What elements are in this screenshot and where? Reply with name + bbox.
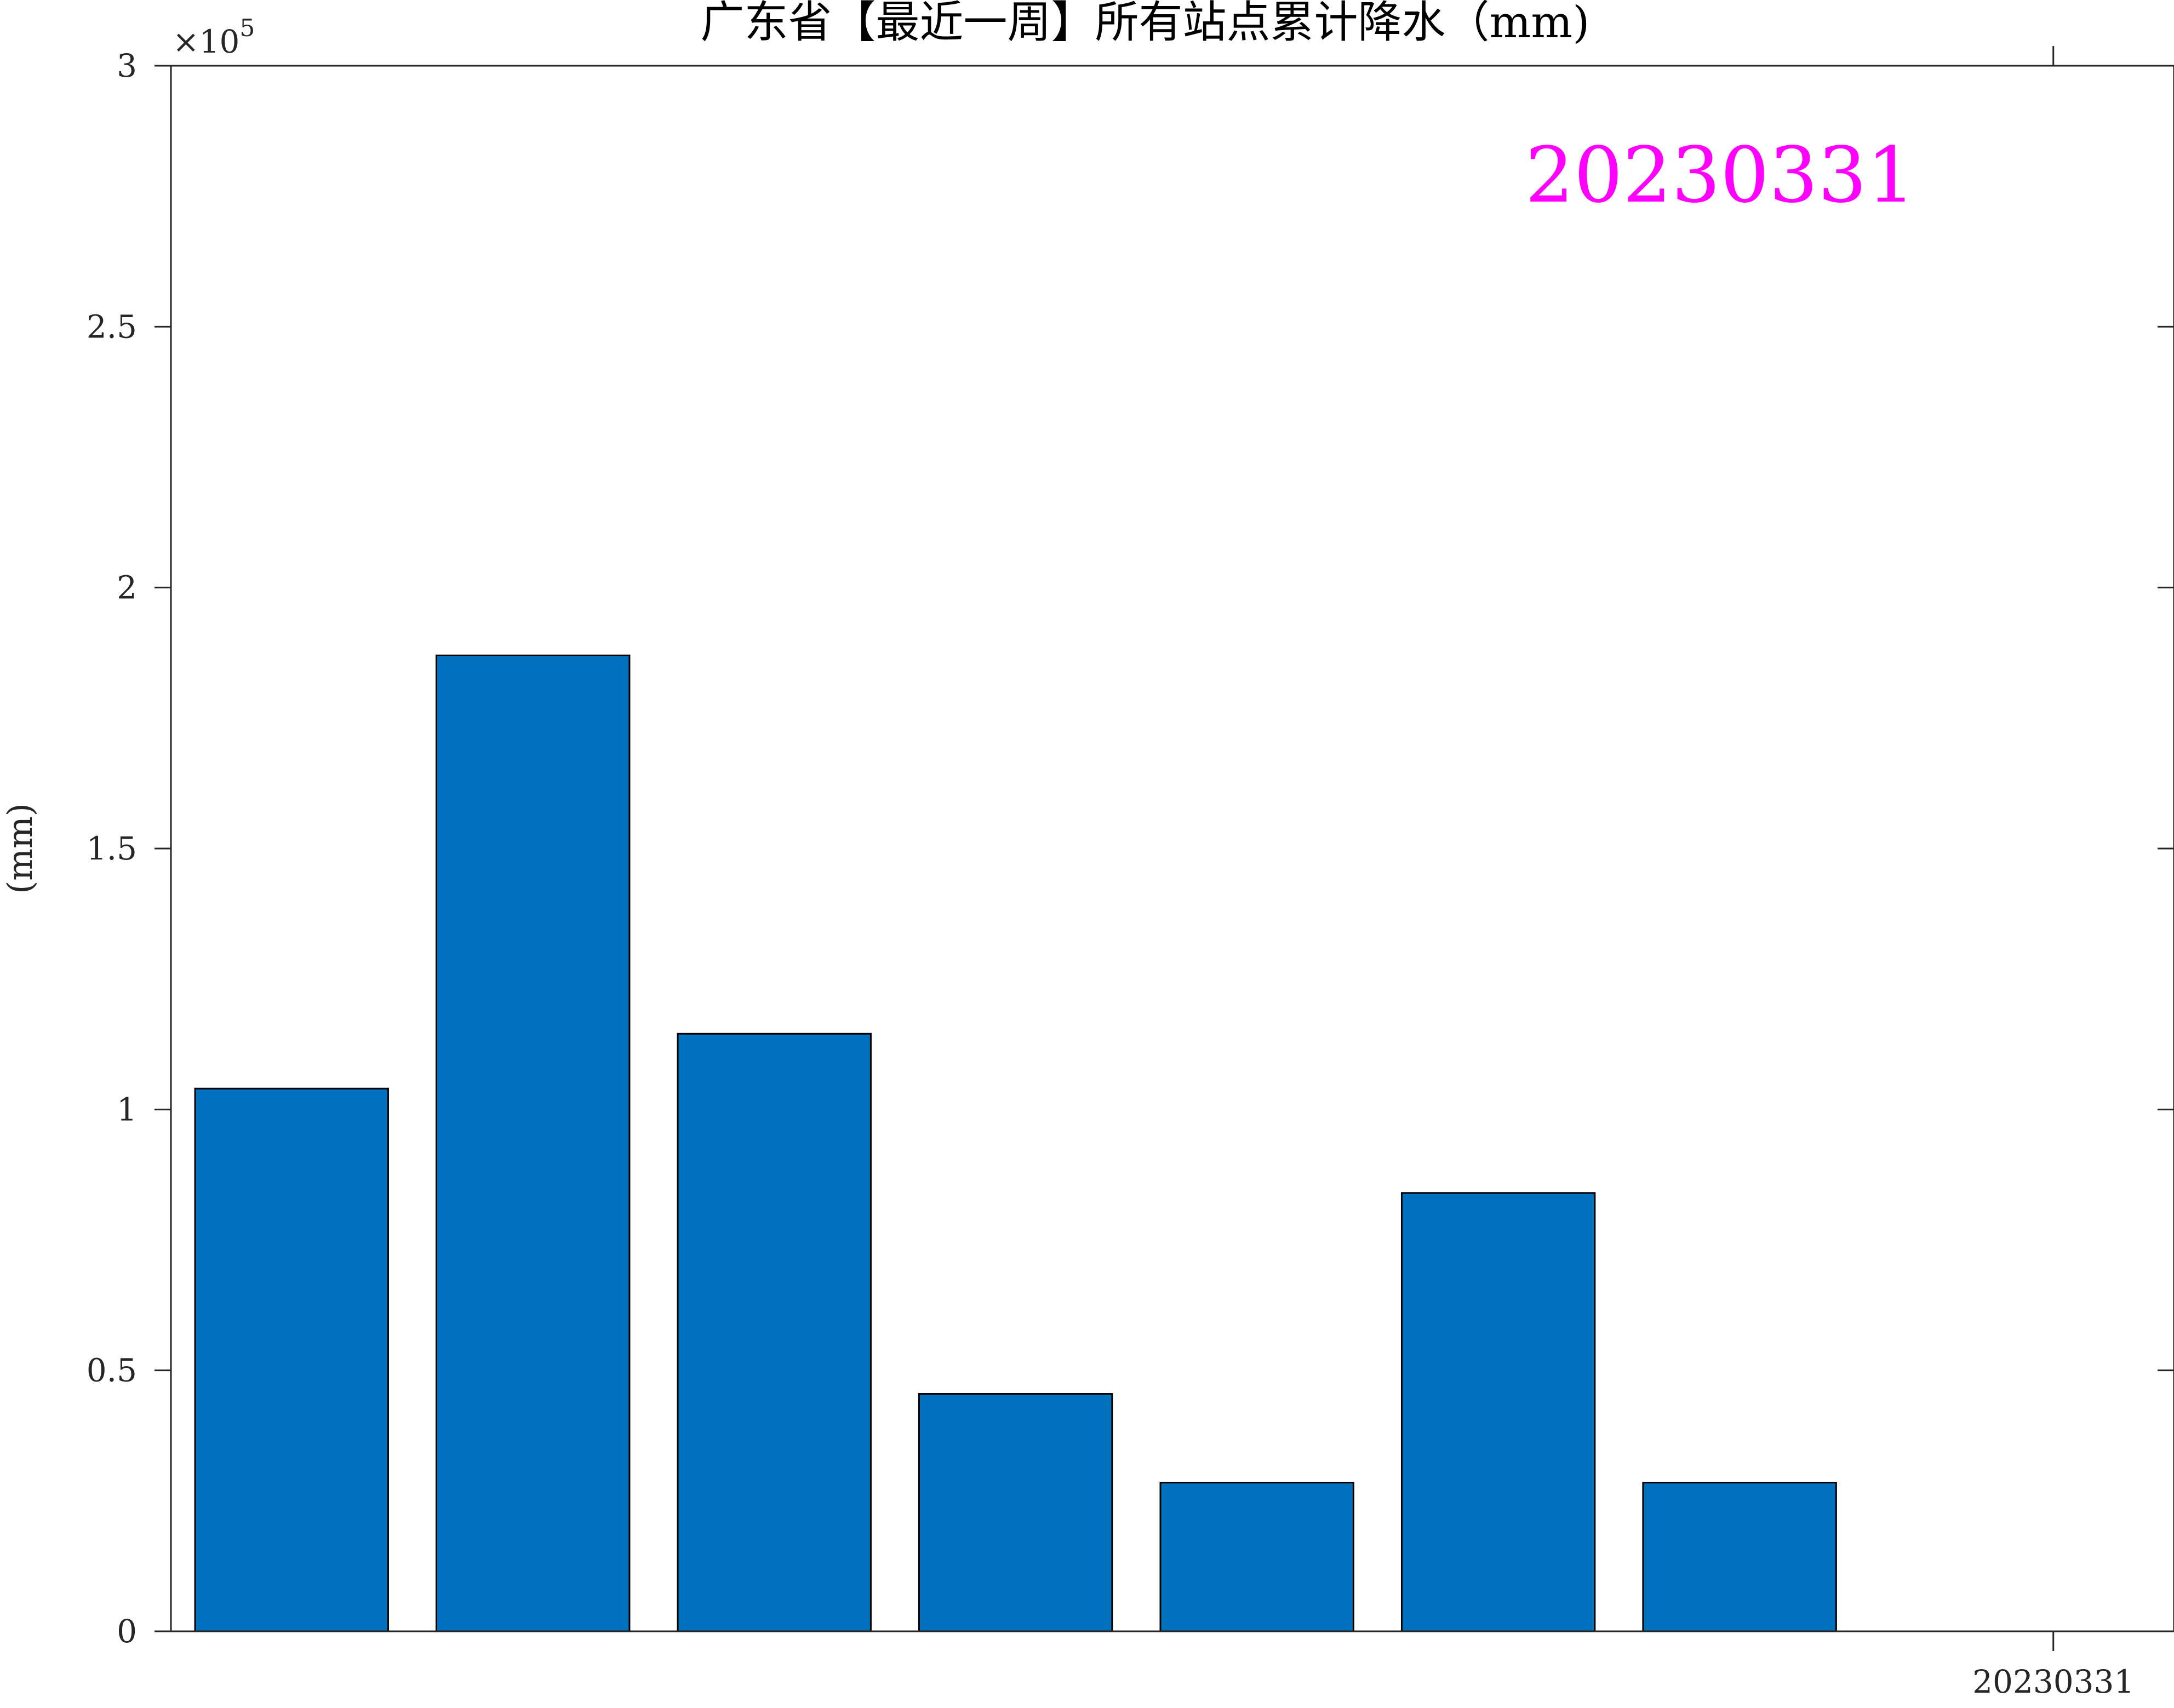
y-axis-exponent: ×105: [173, 14, 255, 60]
bar-1: [194, 1087, 389, 1632]
bar-4: [918, 1393, 1113, 1632]
chart-title: 广东省【最近一周】所有站点累计降水（mm): [701, 0, 1590, 48]
y-tick-label: 1.5: [87, 830, 137, 867]
bar-2: [436, 655, 631, 1632]
bar-3: [677, 1033, 872, 1632]
y-axis-exponent-power: 5: [239, 14, 255, 42]
y-axis-ticks: 0 0.5 1 1.5 2 2.5 3: [87, 47, 2174, 1650]
y-tick-label: 2.5: [87, 308, 137, 345]
y-tick-label: 3: [117, 47, 137, 84]
bars-group: [194, 655, 1837, 1632]
y-tick-label: 1: [117, 1091, 137, 1128]
y-tick-label: 0.5: [87, 1352, 137, 1389]
bar-5: [1159, 1481, 1354, 1632]
x-tick-label: 20230331: [1972, 1663, 2134, 1700]
y-axis-exponent-base: ×10: [173, 23, 239, 60]
x-axis-ticks: 20230331: [1972, 46, 2134, 1700]
date-annotation: 20230331: [1525, 131, 1916, 220]
bar-7: [1642, 1481, 1837, 1632]
bar-6: [1400, 1192, 1596, 1632]
y-tick-label: 0: [117, 1613, 137, 1650]
y-axis-label: (mm): [0, 803, 40, 894]
y-tick-label: 2: [117, 569, 137, 606]
